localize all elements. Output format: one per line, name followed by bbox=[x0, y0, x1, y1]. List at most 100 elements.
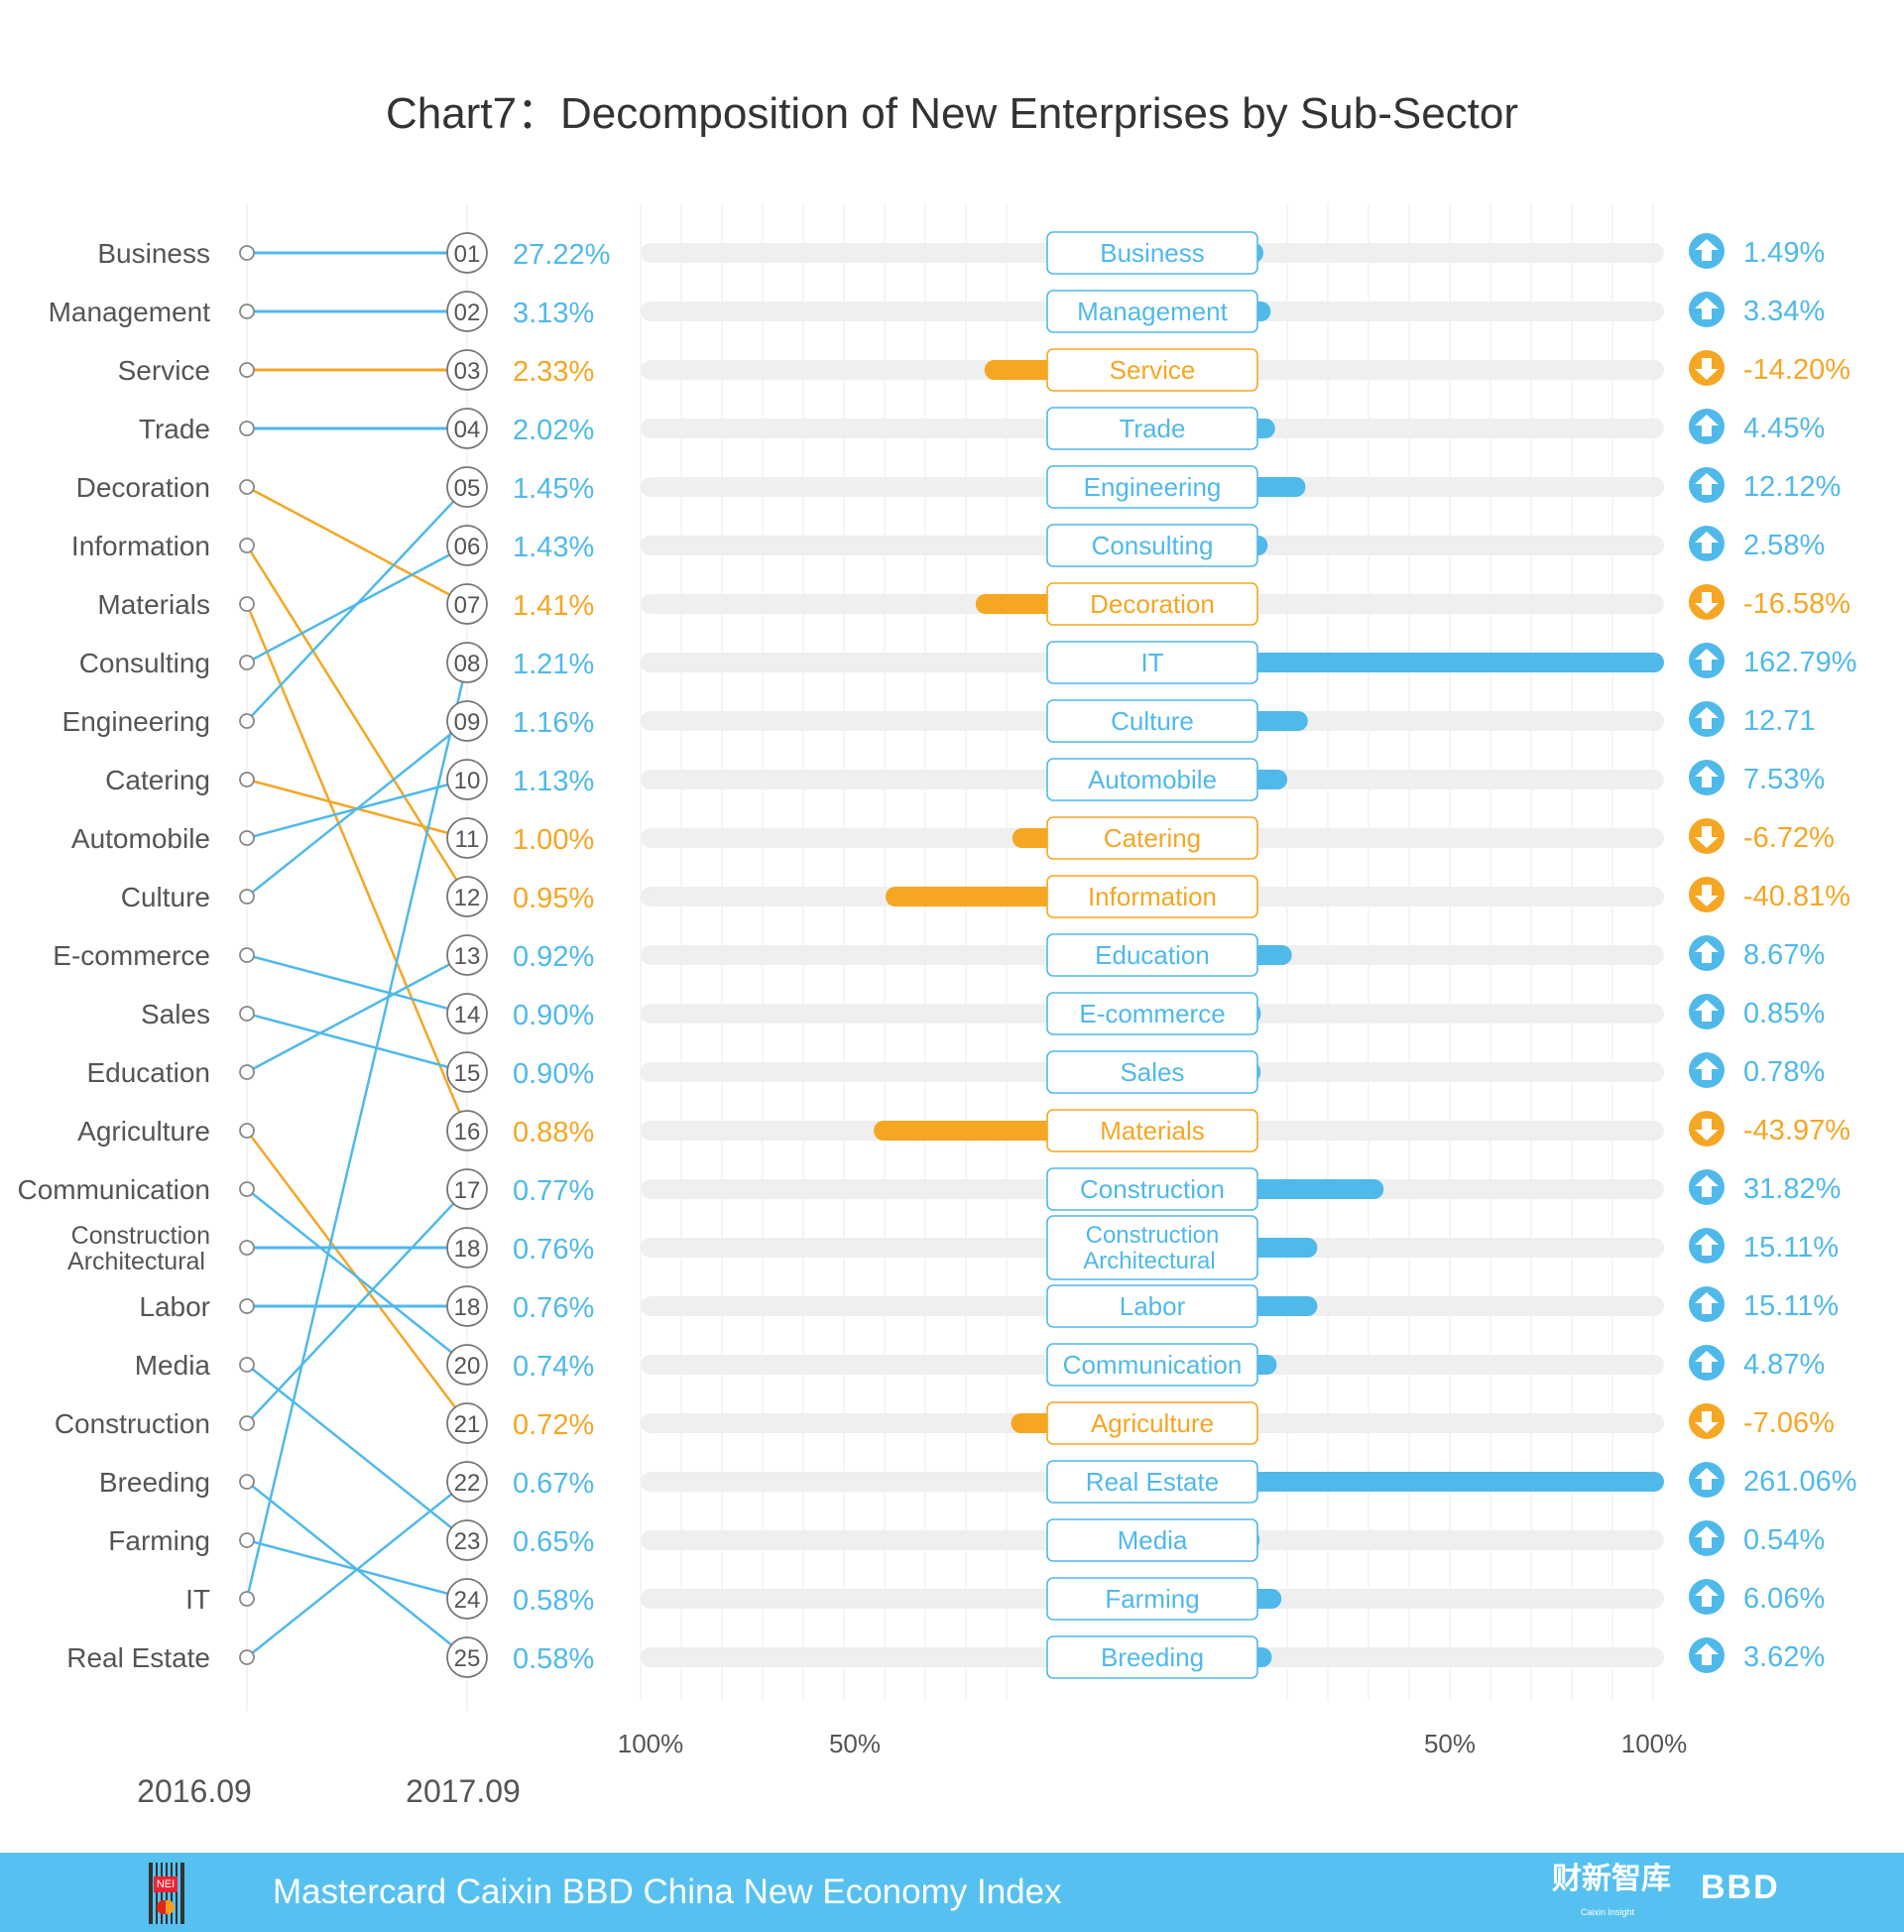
share-value: 1.16% bbox=[513, 707, 594, 739]
change-value: 162.79% bbox=[1743, 647, 1857, 678]
change-bar bbox=[1246, 1296, 1318, 1316]
left-dot-2016 bbox=[239, 1006, 255, 1022]
arrow-up-glyph bbox=[1695, 649, 1719, 670]
share-value: 0.58% bbox=[513, 1643, 594, 1675]
left-dot-2016 bbox=[239, 596, 255, 612]
left-dot-2016 bbox=[239, 1357, 255, 1373]
rank-number: 24 bbox=[454, 1587, 481, 1614]
change-value: 15.11% bbox=[1743, 1290, 1839, 1322]
share-value: 0.92% bbox=[513, 941, 594, 973]
rank-number: 15 bbox=[454, 1060, 481, 1087]
arrow-down-glyph bbox=[1695, 826, 1719, 848]
share-value: 0.65% bbox=[513, 1526, 594, 1558]
sector-label-box bbox=[1046, 1577, 1258, 1621]
arrow-up-glyph bbox=[1695, 1585, 1719, 1607]
sector-label: Decoration bbox=[1090, 589, 1215, 619]
rank-circle bbox=[446, 1461, 488, 1503]
nei-logo-icon: NEI bbox=[149, 1863, 184, 1924]
rank-circle bbox=[446, 525, 488, 566]
bbd-logo: BBD bbox=[1701, 1869, 1780, 1906]
sector-label-box bbox=[1046, 1460, 1258, 1504]
rank-circle bbox=[446, 1110, 488, 1151]
rank-circle bbox=[446, 408, 488, 449]
left-dot-2016 bbox=[239, 1181, 255, 1197]
rank-circle bbox=[446, 583, 488, 625]
left-label-2016: Construction bbox=[55, 1408, 210, 1439]
sector-label: Breeding bbox=[1101, 1642, 1204, 1672]
sector-label: Materials bbox=[1100, 1116, 1204, 1146]
change-value: 3.34% bbox=[1743, 296, 1825, 327]
arrow-up-glyph bbox=[1695, 298, 1719, 319]
share-value: 1.21% bbox=[513, 649, 594, 680]
footer-text: Mastercard Caixin BBD China New Economy … bbox=[273, 1872, 1062, 1911]
sector-label: Automobile bbox=[1088, 765, 1217, 794]
rank-circle bbox=[446, 1578, 488, 1620]
arrow-up-glyph bbox=[1695, 1468, 1719, 1490]
sector-label-box bbox=[1046, 1167, 1258, 1211]
slope-line bbox=[246, 486, 468, 722]
change-value: 7.53% bbox=[1743, 764, 1825, 795]
share-value: 1.45% bbox=[513, 473, 594, 505]
left-dot-2016 bbox=[239, 772, 255, 787]
sector-label: Farming bbox=[1105, 1584, 1199, 1614]
rank-number: 13 bbox=[454, 943, 481, 970]
change-value: 12.71 bbox=[1743, 705, 1816, 737]
change-value: -7.06% bbox=[1743, 1407, 1835, 1439]
sector-label: Real Estate bbox=[1086, 1467, 1219, 1497]
change-bar bbox=[1246, 711, 1308, 731]
rank-circle bbox=[446, 232, 488, 274]
share-value: 0.67% bbox=[513, 1468, 594, 1500]
rank-number: 01 bbox=[454, 241, 481, 268]
change-value: 2.58% bbox=[1743, 530, 1825, 561]
rank-circle bbox=[446, 349, 488, 391]
left-dot-2016 bbox=[239, 1298, 255, 1314]
rank-number: 06 bbox=[454, 534, 481, 560]
sector-label-box bbox=[1046, 465, 1258, 509]
share-value: 0.74% bbox=[513, 1351, 594, 1383]
change-bar bbox=[1246, 1472, 1664, 1492]
arrow-up-glyph bbox=[1695, 1000, 1719, 1022]
sector-label: Construction bbox=[1080, 1174, 1225, 1204]
rank-circle bbox=[446, 993, 488, 1034]
left-label-2016: Communication bbox=[17, 1174, 210, 1205]
rank-circle bbox=[446, 1285, 488, 1327]
change-value: 1.49% bbox=[1743, 237, 1825, 269]
rank-circle bbox=[446, 291, 488, 332]
left-label-2016: Information bbox=[71, 531, 210, 561]
change-bar bbox=[984, 360, 1057, 380]
arrow-up-glyph bbox=[1695, 1292, 1719, 1314]
rank-circle bbox=[446, 1402, 488, 1444]
rank-circle bbox=[446, 466, 488, 508]
share-value: 0.77% bbox=[513, 1175, 594, 1207]
rank-circle bbox=[446, 700, 488, 742]
share-value: 0.90% bbox=[513, 1000, 594, 1031]
rank-number: 02 bbox=[454, 300, 481, 326]
rank-number: 12 bbox=[454, 885, 481, 911]
sector-label: IT bbox=[1140, 648, 1163, 677]
sector-label: Engineering bbox=[1084, 472, 1222, 502]
arrow-up-glyph bbox=[1695, 415, 1719, 436]
change-value: 3.62% bbox=[1743, 1641, 1825, 1673]
left-dot-2016 bbox=[239, 947, 255, 963]
change-value: -43.97% bbox=[1743, 1115, 1850, 1147]
left-dot-2016 bbox=[239, 1532, 255, 1548]
rank-circle bbox=[446, 1636, 488, 1678]
left-label-2016: Engineering bbox=[62, 706, 210, 737]
left-label-2016: Labor bbox=[139, 1291, 210, 1322]
sector-label-box bbox=[1046, 758, 1258, 801]
sector-label-box bbox=[1046, 582, 1258, 626]
sector-label: Education bbox=[1095, 940, 1210, 970]
left-dot-2016 bbox=[239, 421, 255, 436]
rank-circle bbox=[446, 934, 488, 976]
mastercard-logo-icon bbox=[157, 1900, 175, 1914]
left-dot-2016 bbox=[239, 1649, 255, 1665]
sector-label: E-commerce bbox=[1079, 999, 1225, 1028]
sector-label-box bbox=[1046, 1215, 1258, 1280]
slope-line bbox=[246, 1188, 468, 1424]
change-value: 15.11% bbox=[1743, 1232, 1839, 1264]
sector-label: Construction Architectural bbox=[1083, 1222, 1219, 1274]
slope-line bbox=[245, 662, 469, 1600]
arrow-up-glyph bbox=[1695, 1234, 1719, 1256]
change-value: -14.20% bbox=[1743, 354, 1850, 386]
rank-number: 09 bbox=[454, 709, 481, 736]
